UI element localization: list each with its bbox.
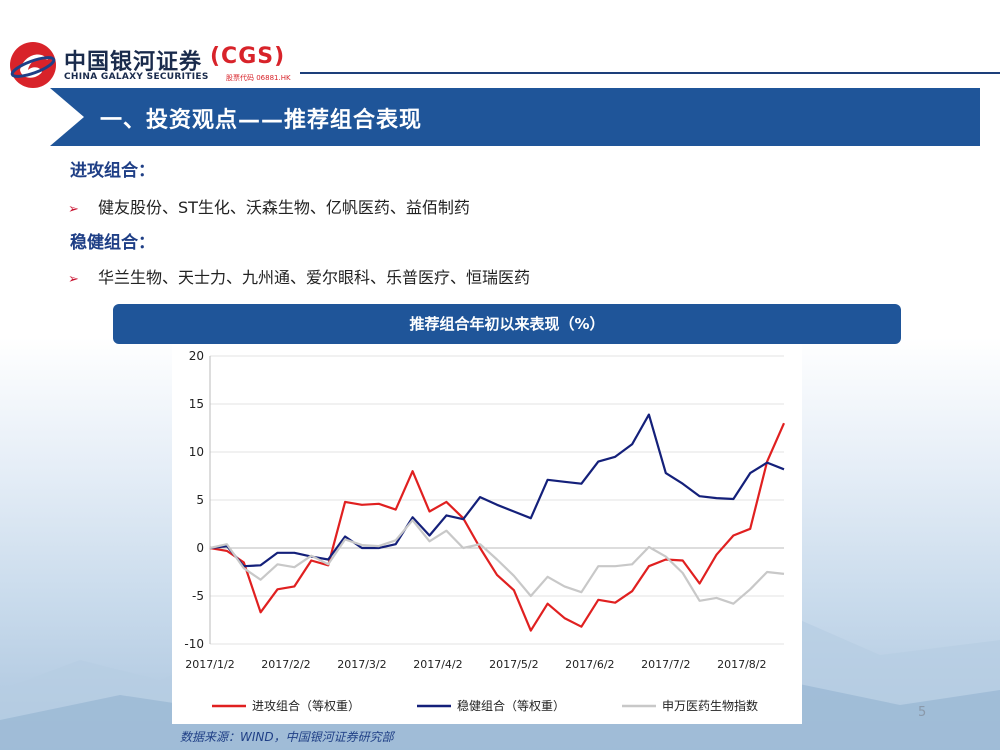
y-tick-label: -10 (184, 637, 204, 651)
x-tick-label: 2017/7/2 (641, 658, 690, 671)
brand-code: (CGS) (210, 44, 286, 69)
section-heading-steady: 稳健组合： (70, 233, 155, 253)
y-tick-label: -5 (192, 589, 204, 603)
cgs-logo-icon (10, 42, 56, 88)
legend-label: 进攻组合（等权重） (252, 698, 360, 713)
y-tick-label: 5 (196, 493, 204, 507)
series-line-2 (209, 519, 785, 605)
brand-name-en: CHINA GALAXY SECURITIES (64, 72, 209, 82)
y-tick-label: 10 (189, 445, 204, 459)
title-band-notch (50, 88, 84, 146)
x-tick-label: 2017/2/2 (261, 658, 310, 671)
series-line-1 (209, 413, 785, 568)
section-items-steady: ➢ 华兰生物、天士力、九州通、爱尔眼科、乐普医疗、恒瑞医药 (68, 264, 530, 288)
steady-stock-list: 华兰生物、天士力、九州通、爱尔眼科、乐普医疗、恒瑞医药 (98, 268, 531, 287)
line-chart-container: -10 -5 0 5 10 15 20 2017/1/2 2017/2/2 2017/3/2 201… (172, 344, 802, 724)
y-tick-label: 20 (189, 349, 204, 363)
x-tick-label: 2017/1/2 (185, 658, 234, 671)
stock-code: 股票代码 06881.HK (226, 74, 291, 82)
x-tick-label: 2017/5/2 (489, 658, 538, 671)
brand-name-cn: 中国银河证券 (64, 50, 203, 75)
slide-title-band (50, 88, 980, 146)
series-line-0 (209, 422, 786, 632)
y-tick-label: 0 (196, 541, 204, 555)
legend-label: 稳健组合（等权重） (457, 698, 565, 713)
x-tick-label: 2017/8/2 (717, 658, 766, 671)
x-tick-label: 2017/4/2 (413, 658, 462, 671)
slide-title: 一、投资观点——推荐组合表现 (100, 108, 423, 133)
data-source-note: 数据来源：WIND，中国银河证券研究部 (180, 730, 394, 744)
performance-line-chart: -10 -5 0 5 10 15 20 2017/1/2 2017/2/2 2017/3/2 201… (184, 349, 786, 713)
arrow-bullet-icon: ➢ (68, 202, 79, 217)
header-divider (300, 72, 1000, 74)
page-number: 5 (918, 705, 927, 720)
legend-label: 申万医药生物指数 (662, 698, 758, 713)
chart-header-bar: 推荐组合年初以来表现（%） (113, 304, 901, 344)
arrow-bullet-icon: ➢ (68, 272, 79, 287)
x-tick-label: 2017/3/2 (337, 658, 386, 671)
aggressive-stock-list: 健友股份、ST生化、沃森生物、亿帆医药、益佰制药 (98, 198, 470, 217)
x-tick-label: 2017/6/2 (565, 658, 614, 671)
y-tick-label: 15 (189, 397, 204, 411)
section-items-aggressive: ➢ 健友股份、ST生化、沃森生物、亿帆医药、益佰制药 (68, 194, 470, 218)
section-heading-aggressive: 进攻组合： (70, 161, 155, 181)
